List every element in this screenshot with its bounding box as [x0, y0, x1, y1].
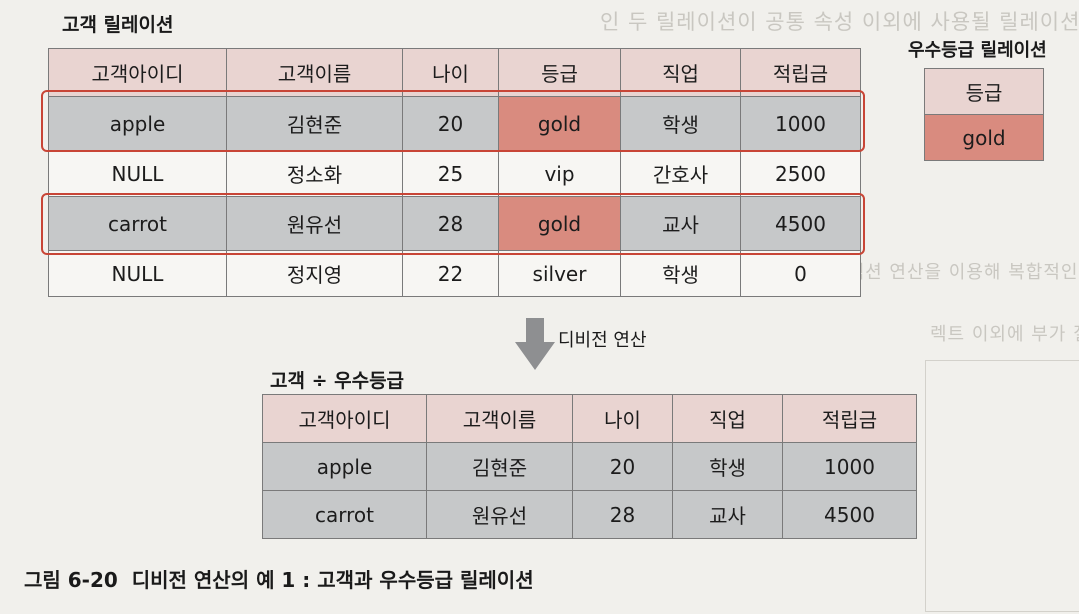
ghost-table	[925, 360, 1079, 612]
table-row: apple 김현준 20 gold 학생 1000	[48, 96, 861, 151]
row-highlight-apple	[41, 90, 865, 152]
bg-text-2: 셀렉션 연산을 이용해 복합적인 데이터를 조회할 때 편리하다.	[830, 262, 1079, 283]
cell: 간호사	[620, 150, 741, 197]
cell-gold: gold	[498, 196, 621, 251]
cell: 22	[402, 250, 499, 297]
cell: 0	[740, 250, 861, 297]
result-table: 고객아이디 고객이름 나이 직업 적립금 apple 김현준 20 학생 100…	[262, 394, 917, 539]
bg-text-3: 렉트 이외에 부가 질의를 수행하는 것이 가능하다.	[930, 324, 1079, 345]
col-header: 고객아이디	[48, 48, 227, 97]
down-arrow-icon	[515, 318, 555, 370]
result-header-row: 고객아이디 고객이름 나이 직업 적립금	[262, 394, 917, 443]
cell: NULL	[48, 150, 227, 197]
bg-text-1: 인 두 릴레이션이 공통 속성 이외에 사용될 릴레이션이 없으면 복합하여 표…	[600, 10, 1079, 34]
table-row: NULL 정소화 25 vip 간호사 2500	[48, 150, 861, 197]
table-row: NULL 정지영 22 silver 학생 0	[48, 250, 861, 297]
cell: 김현준	[426, 442, 573, 491]
row-highlight-carrot	[41, 193, 865, 255]
cell: 25	[402, 150, 499, 197]
cell: 학생	[620, 250, 741, 297]
cell: vip	[498, 150, 621, 197]
cell-gold: gold	[924, 114, 1044, 161]
table-row: gold	[924, 114, 1044, 161]
col-header: 고객아이디	[262, 394, 427, 443]
col-header: 등급	[498, 48, 621, 97]
cell: 정지영	[226, 250, 403, 297]
grade-header-row: 등급	[924, 68, 1044, 115]
customer-table: 고객아이디 고객이름 나이 등급 직업 적립금 apple 김현준 20 gol…	[48, 48, 861, 297]
grade-relation-title: 우수등급 릴레이션	[908, 40, 1047, 61]
cell: 정소화	[226, 150, 403, 197]
cell: 20	[572, 442, 673, 491]
cell: carrot	[262, 490, 427, 539]
cell: 1000	[740, 96, 861, 151]
cell: 28	[572, 490, 673, 539]
col-header: 고객이름	[426, 394, 573, 443]
cell: 2500	[740, 150, 861, 197]
result-relation-title: 고객 ÷ 우수등급	[270, 370, 405, 392]
col-header: 적립금	[782, 394, 917, 443]
operation-label: 디비전 연산	[558, 330, 647, 351]
cell: 4500	[782, 490, 917, 539]
cell: 1000	[782, 442, 917, 491]
cell: 20	[402, 96, 499, 151]
cell-gold: gold	[498, 96, 621, 151]
cell: apple	[48, 96, 227, 151]
table-row: apple 김현준 20 학생 1000	[262, 442, 917, 491]
customer-header-row: 고객아이디 고객이름 나이 등급 직업 적립금	[48, 48, 861, 97]
cell: 교사	[672, 490, 783, 539]
col-header: 직업	[620, 48, 741, 97]
cell: 원유선	[426, 490, 573, 539]
cell: 학생	[620, 96, 741, 151]
cell: silver	[498, 250, 621, 297]
cell: NULL	[48, 250, 227, 297]
grade-table: 등급 gold	[924, 68, 1044, 161]
figure-caption: 그림 6-20 디비전 연산의 예 1 : 고객과 우수등급 릴레이션	[24, 568, 534, 592]
cell: 김현준	[226, 96, 403, 151]
col-header: 나이	[572, 394, 673, 443]
cell: carrot	[48, 196, 227, 251]
col-header: 등급	[924, 68, 1044, 115]
cell: 학생	[672, 442, 783, 491]
cell: 4500	[740, 196, 861, 251]
col-header: 직업	[672, 394, 783, 443]
col-header: 적립금	[740, 48, 861, 97]
table-row: carrot 원유선 28 교사 4500	[262, 490, 917, 539]
customer-relation-title: 고객 릴레이션	[62, 14, 174, 36]
cell: apple	[262, 442, 427, 491]
